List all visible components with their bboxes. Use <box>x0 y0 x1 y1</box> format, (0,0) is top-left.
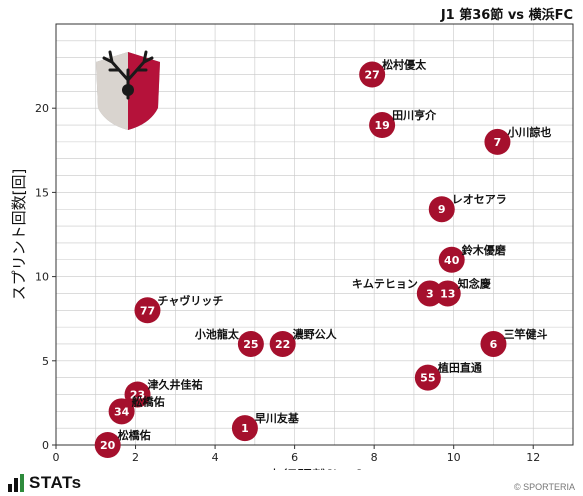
player-number: 6 <box>490 338 498 351</box>
player-marker <box>231 415 258 442</box>
player-name-label: 知念慶 <box>457 276 491 290</box>
player-name-label: 濃野公人 <box>293 327 338 341</box>
player-name-label: 三竿健斗 <box>503 327 547 341</box>
player-marker <box>414 364 441 391</box>
player-number: 3 <box>426 287 434 300</box>
player-number: 1 <box>241 422 249 435</box>
player-number: 9 <box>438 203 446 216</box>
player-marker <box>124 381 151 408</box>
player-number: 25 <box>243 338 258 351</box>
player-name-label: 松村優太 <box>382 58 427 72</box>
y-axis-label: スプリント回数[回] <box>10 169 28 301</box>
plot-frame <box>55 23 574 446</box>
player-marker <box>94 432 121 458</box>
stats-brand: STATs <box>8 473 82 493</box>
player-name-label: チャヴリッチ <box>157 293 223 307</box>
stats-logo-icon <box>8 474 24 492</box>
y-tick-label: 0 <box>42 439 49 452</box>
player-number: 22 <box>275 338 290 351</box>
player-marker <box>237 330 264 357</box>
x-tick-label: 4 <box>212 451 219 464</box>
player-marker <box>484 128 511 155</box>
x-tick-label: 0 <box>53 451 60 464</box>
player-number: 34 <box>114 405 130 418</box>
x-tick-label: 12 <box>526 451 540 464</box>
axes: 02468101205101520走行距離[km]スプリント回数[回] <box>10 102 540 470</box>
player-name-label: 小川諒也 <box>506 125 551 139</box>
player-marker <box>480 330 507 357</box>
player-name-label: 早川友基 <box>255 411 300 425</box>
player-marker <box>359 61 386 88</box>
y-tick-label: 20 <box>35 102 49 115</box>
player-number: 7 <box>494 136 502 149</box>
player-marker <box>438 246 465 273</box>
copyright-credit: © SPORTERIA <box>514 482 575 492</box>
brand-name: STATs <box>29 473 82 492</box>
y-tick-label: 10 <box>35 271 49 284</box>
player-number: 77 <box>140 304 155 317</box>
x-axis-label: 走行距離[km] <box>267 467 362 470</box>
player-number: 40 <box>444 254 460 267</box>
player-marker <box>134 297 161 324</box>
x-tick-label: 8 <box>371 451 378 464</box>
player-marker <box>369 112 396 139</box>
player-number: 13 <box>440 287 455 300</box>
player-name-label: 津久井佳祐 <box>148 377 203 391</box>
player-name-label: 植田直通 <box>437 361 482 375</box>
player-name-label: 松橋佑 <box>118 428 151 442</box>
y-tick-label: 15 <box>35 186 49 199</box>
chart-subtitle: J1 第36節 vs 横浜FC <box>440 8 573 23</box>
x-tick-label: 2 <box>132 451 139 464</box>
sprint-distance-scatter-chart: 02468101205101520走行距離[km]スプリント回数[回] 2719… <box>10 23 574 470</box>
player-number: 19 <box>374 119 389 132</box>
player-marker <box>108 398 135 425</box>
player-number: 27 <box>365 69 380 82</box>
player-name-label: 田川亨介 <box>392 108 437 122</box>
x-tick-label: 10 <box>447 451 461 464</box>
team-crest-logo <box>96 50 160 130</box>
player-name-label: 鈴木優磨 <box>462 243 507 257</box>
player-number: 23 <box>130 388 145 401</box>
player-name-label: レオセアラ <box>452 193 507 206</box>
player-number: 20 <box>100 439 116 452</box>
x-tick-label: 6 <box>291 451 298 464</box>
player-marker <box>428 196 455 223</box>
player-name-label: 舩橋佑 <box>132 394 165 408</box>
player-marker <box>434 280 461 307</box>
player-name-label: 小池龍太 <box>194 327 240 341</box>
y-tick-label: 5 <box>42 355 49 368</box>
player-name-label: キムテヒョン <box>352 277 418 290</box>
player-marker <box>269 330 296 357</box>
grid <box>56 24 573 445</box>
player-number: 55 <box>420 372 435 385</box>
player-marker <box>416 280 443 307</box>
